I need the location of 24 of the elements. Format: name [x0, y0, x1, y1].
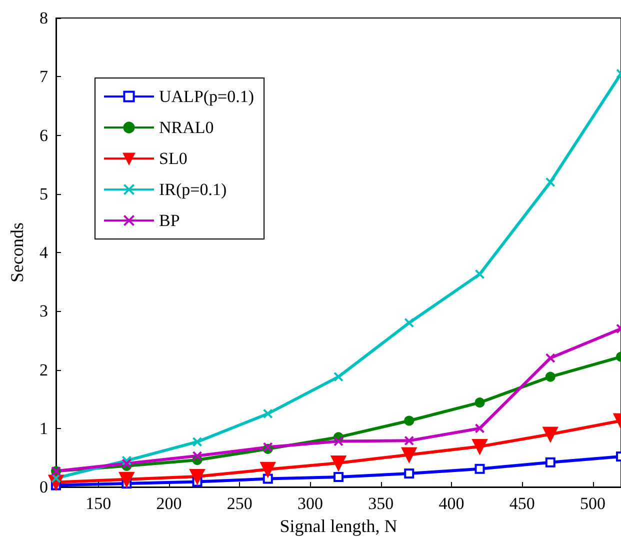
- y-tick-label: 6: [40, 126, 48, 145]
- legend-label: IR(p=0.1): [159, 180, 227, 199]
- y-tick-label: 2: [40, 360, 48, 380]
- x-axis-title: Signal length, N: [280, 516, 398, 536]
- x-tick-label: 150: [86, 494, 112, 513]
- y-tick-label: 7: [40, 67, 48, 86]
- y-tick-label: 3: [40, 302, 48, 321]
- x-tick-label: 450: [509, 494, 535, 513]
- x-tick-label: 500: [580, 494, 606, 513]
- y-axis-title: Seconds: [7, 222, 27, 282]
- x-tick-label: 200: [156, 494, 182, 513]
- y-tick-label: 5: [40, 184, 48, 204]
- y-tick-label: 4: [40, 243, 48, 262]
- y-tick-label: 0: [40, 478, 48, 496]
- legend-label: SL0: [159, 149, 188, 168]
- legend-label: BP: [159, 211, 180, 230]
- x-tick-label: 350: [368, 494, 394, 513]
- y-tick-label: 8: [40, 8, 48, 28]
- x-tick-label: 250: [226, 494, 252, 513]
- legend-label: NRAL0: [159, 118, 214, 137]
- x-tick-label: 400: [438, 494, 464, 513]
- x-tick-label: 300: [298, 494, 323, 513]
- legend-label: UALP(p=0.1): [159, 87, 254, 106]
- y-tick-label: 1: [40, 418, 48, 438]
